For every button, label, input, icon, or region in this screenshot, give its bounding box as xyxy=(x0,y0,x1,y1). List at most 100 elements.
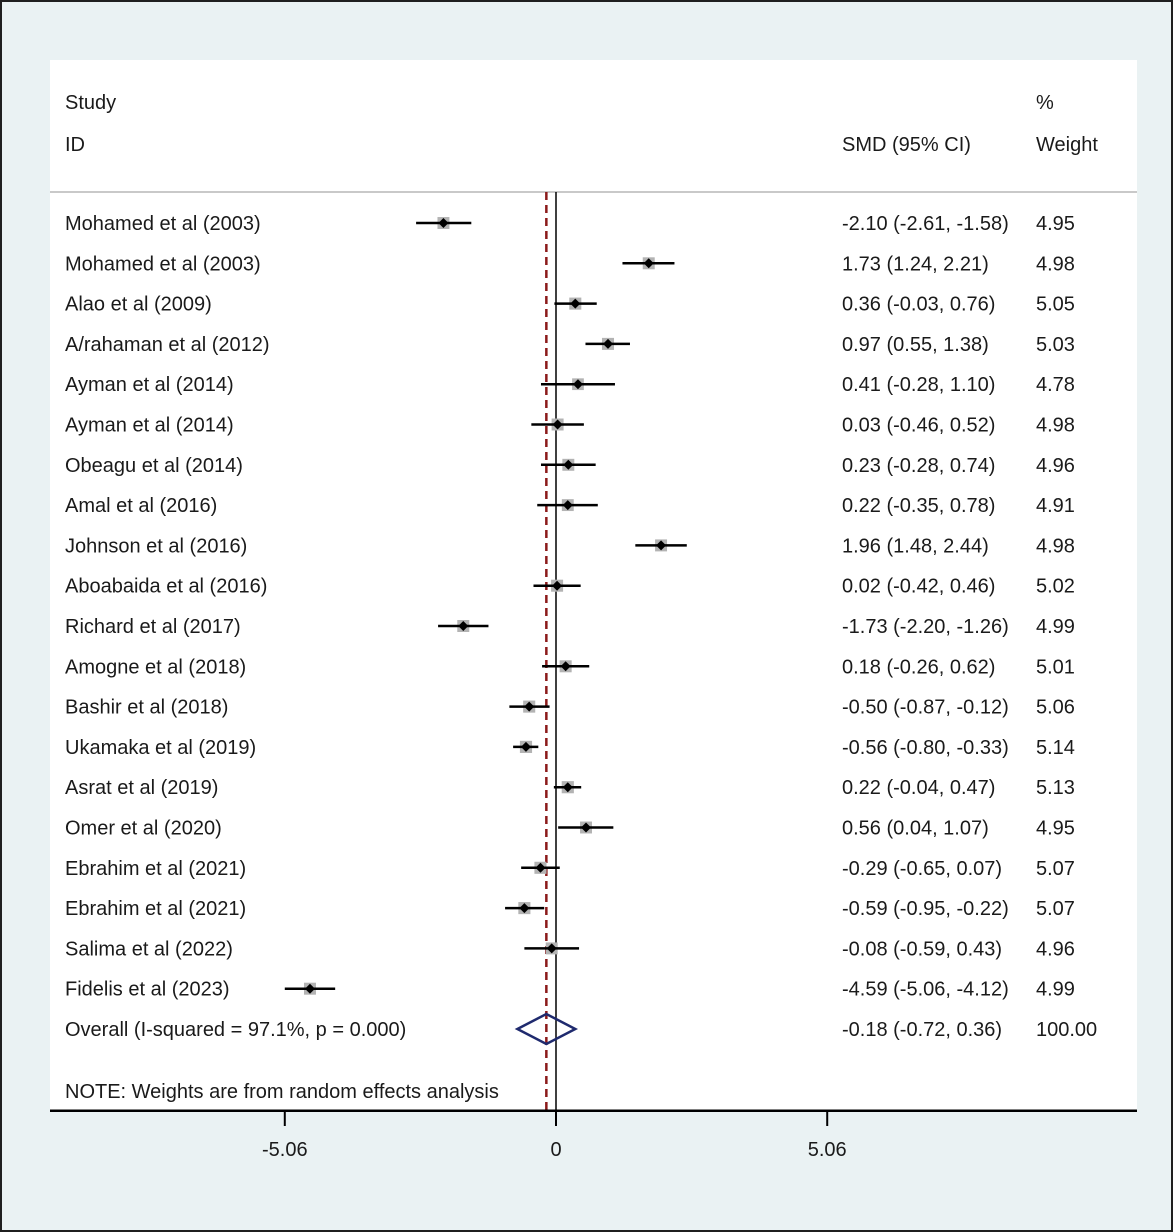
study-row: Richard et al (2017) -1.73 (-2.20, -1.26)… xyxy=(65,616,1075,638)
study-label: Mohamed et al (2003) xyxy=(65,213,261,235)
study-row: Amogne et al (2018) 0.18 (-0.26, 0.62) 5.0… xyxy=(65,656,1075,678)
study-row: Ukamaka et al (2019) -0.56 (-0.80, -0.33)… xyxy=(65,737,1075,759)
ci-text: 0.41 (-0.28, 1.10) xyxy=(842,374,995,396)
ci-text: 0.97 (0.55, 1.38) xyxy=(842,334,989,356)
weight-text: 4.99 xyxy=(1036,979,1075,1001)
x-tick-label: 5.06 xyxy=(808,1139,847,1161)
overall-row: Overall (I-squared = 97.1%, p = 0.000) -0… xyxy=(65,1012,1097,1046)
study-row: Ayman et al (2014) 0.41 (-0.28, 1.10) 4.78 xyxy=(65,374,1075,396)
study-label: Asrat et al (2019) xyxy=(65,777,218,799)
weight-text: 5.05 xyxy=(1036,294,1075,316)
overall-ci-text: -0.18 (-0.72, 0.36) xyxy=(842,1019,1002,1041)
weight-text: 4.95 xyxy=(1036,213,1075,235)
study-row: Aboabaida et al (2016) 0.02 (-0.42, 0.46)… xyxy=(65,576,1075,598)
weight-text: 5.13 xyxy=(1036,777,1075,799)
study-row: Obeagu et al (2014) 0.23 (-0.28, 0.74) 4.9… xyxy=(65,455,1075,477)
study-label: Ebrahim et al (2021) xyxy=(65,858,246,880)
ci-text: 1.73 (1.24, 2.21) xyxy=(842,253,989,275)
point-estimate-marker xyxy=(570,298,581,309)
study-rows: Mohamed et al (2003) -2.10 (-2.61, -1.58)… xyxy=(65,192,1097,1111)
ci-text: 0.23 (-0.28, 0.74) xyxy=(842,455,995,477)
point-estimate-marker xyxy=(524,701,535,712)
study-label: Ayman et al (2014) xyxy=(65,415,234,437)
study-label: Salima et al (2022) xyxy=(65,938,233,960)
point-estimate-marker xyxy=(546,943,557,954)
point-estimate-marker xyxy=(552,419,563,430)
x-axis-ticks: -5.06 0 5.06 xyxy=(262,1112,847,1161)
point-estimate-marker xyxy=(602,338,613,349)
weight-text: 4.78 xyxy=(1036,374,1075,396)
forest-plot-panel: Study ID SMD (95% CI) % Weight Mohamed e… xyxy=(50,60,1137,1113)
study-row: Bashir et al (2018) -0.50 (-0.87, -0.12) 5… xyxy=(65,697,1075,719)
point-estimate-marker xyxy=(519,903,530,914)
overall-diamond xyxy=(514,1012,579,1046)
ci-text: -4.59 (-5.06, -4.12) xyxy=(842,979,1009,1001)
study-label: Ebrahim et al (2021) xyxy=(65,898,246,920)
point-estimate-marker xyxy=(520,741,531,752)
header-id: ID xyxy=(65,134,85,156)
weight-text: 4.98 xyxy=(1036,415,1075,437)
ci-text: 0.56 (0.04, 1.07) xyxy=(842,818,989,840)
point-estimate-marker xyxy=(438,218,449,228)
study-row: Ebrahim et al (2021) -0.59 (-0.95, -0.22)… xyxy=(65,898,1075,920)
study-label: Amal et al (2016) xyxy=(65,495,217,517)
point-estimate-marker xyxy=(656,540,667,551)
study-row: Asrat et al (2019) 0.22 (-0.04, 0.47) 5.13 xyxy=(65,777,1075,799)
ci-text: -2.10 (-2.61, -1.58) xyxy=(842,213,1009,235)
study-label: Ayman et al (2014) xyxy=(65,374,234,396)
point-estimate-marker xyxy=(552,580,563,591)
point-estimate-marker xyxy=(563,459,574,470)
study-label: Fidelis et al (2023) xyxy=(65,979,230,1001)
ci-text: 1.96 (1.48, 2.44) xyxy=(842,535,989,557)
ci-text: -0.50 (-0.87, -0.12) xyxy=(842,697,1009,719)
weight-text: 5.02 xyxy=(1036,576,1075,598)
weight-text: 4.98 xyxy=(1036,535,1075,557)
study-row: Alao et al (2009) 0.36 (-0.03, 0.76) 5.05 xyxy=(65,294,1075,316)
weight-text: 5.14 xyxy=(1036,737,1075,759)
weight-text: 4.99 xyxy=(1036,616,1075,638)
study-label: Aboabaida et al (2016) xyxy=(65,576,267,598)
forest-plot: Study ID SMD (95% CI) % Weight Mohamed e… xyxy=(50,92,1137,1113)
study-row: Omer et al (2020) 0.56 (0.04, 1.07) 4.95 xyxy=(65,818,1075,840)
ci-text: -0.56 (-0.80, -0.33) xyxy=(842,737,1009,759)
ci-text: 0.02 (-0.42, 0.46) xyxy=(842,576,995,598)
point-estimate-marker xyxy=(572,379,583,390)
point-estimate-marker xyxy=(560,661,571,672)
ci-text: -0.59 (-0.95, -0.22) xyxy=(842,898,1009,920)
study-label: Johnson et al (2016) xyxy=(65,535,247,557)
weight-text: 5.03 xyxy=(1036,334,1075,356)
study-label: Obeagu et al (2014) xyxy=(65,455,243,477)
study-row: Fidelis et al (2023) -4.59 (-5.06, -4.12)… xyxy=(65,979,1075,1001)
ci-text: 0.18 (-0.26, 0.62) xyxy=(842,656,995,678)
ci-text: -0.29 (-0.65, 0.07) xyxy=(842,858,1002,880)
header-smd: SMD (95% CI) xyxy=(842,134,971,156)
point-estimate-marker xyxy=(562,782,573,793)
study-label: Mohamed et al (2003) xyxy=(65,253,261,275)
study-row: Johnson et al (2016) 1.96 (1.48, 2.44) 4.9… xyxy=(65,535,1075,557)
study-row: Salima et al (2022) -0.08 (-0.59, 0.43) 4.… xyxy=(65,938,1075,960)
x-tick-label: 0 xyxy=(550,1139,561,1161)
point-estimate-marker xyxy=(535,862,546,873)
overall-weight-text: 100.00 xyxy=(1036,1019,1097,1041)
ci-text: -1.73 (-2.20, -1.26) xyxy=(842,616,1009,638)
point-estimate-marker xyxy=(643,258,654,269)
study-label: Alao et al (2009) xyxy=(65,294,212,316)
header-weight: Weight xyxy=(1036,134,1098,156)
study-row: Mohamed et al (2003) -2.10 (-2.61, -1.58)… xyxy=(65,213,1075,235)
ci-text: 0.22 (-0.35, 0.78) xyxy=(842,495,995,517)
overall-label: Overall (I-squared = 97.1%, p = 0.000) xyxy=(65,1019,406,1041)
point-estimate-marker xyxy=(458,621,469,631)
study-row: Ebrahim et al (2021) -0.29 (-0.65, 0.07) 5… xyxy=(65,858,1075,880)
ci-text: -0.08 (-0.59, 0.43) xyxy=(842,938,1002,960)
weight-text: 4.95 xyxy=(1036,818,1075,840)
weight-text: 4.96 xyxy=(1036,938,1075,960)
point-estimate-marker xyxy=(562,500,573,511)
weight-text: 5.07 xyxy=(1036,898,1075,920)
header-percent: % xyxy=(1036,92,1054,114)
note-text: NOTE: Weights are from random effects an… xyxy=(65,1081,499,1103)
weight-text: 4.91 xyxy=(1036,495,1075,517)
study-label: Bashir et al (2018) xyxy=(65,697,228,719)
study-row: Amal et al (2016) 0.22 (-0.35, 0.78) 4.91 xyxy=(65,495,1075,517)
study-row: Mohamed et al (2003) 1.73 (1.24, 2.21) 4.9… xyxy=(65,253,1075,275)
